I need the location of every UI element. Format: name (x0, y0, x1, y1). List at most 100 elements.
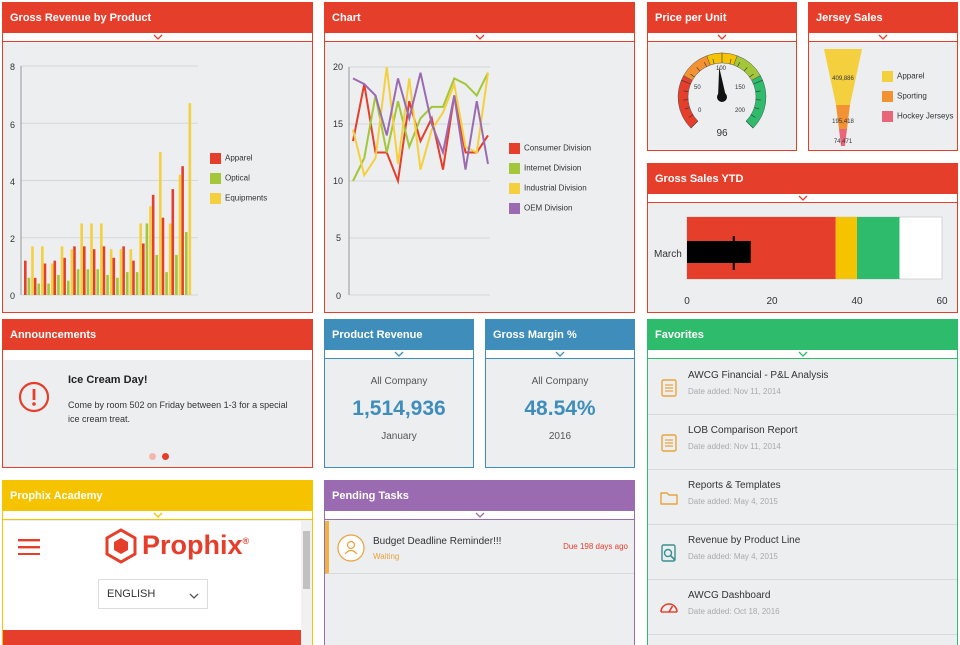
page-banner (3, 630, 301, 645)
y-tick-label: 8 (10, 62, 15, 72)
legend-optical: Optical (210, 173, 250, 184)
bar (70, 249, 74, 295)
bar (116, 277, 119, 295)
y-tick-label: 0 (10, 291, 15, 301)
prophix-logo-text: Prophix® (142, 530, 250, 560)
panel-collapse-toggle[interactable] (325, 33, 634, 42)
carousel-dot[interactable] (149, 453, 156, 460)
favorite-date: Date added: May 4, 2015 (688, 497, 778, 506)
legend-equipments: Equipments (210, 193, 267, 204)
task-status: Waiting (373, 552, 400, 561)
funnel-label: 74,471 (834, 139, 853, 145)
pending-tasks-panel: Pending Tasks Budget Deadline Reminder!!… (324, 480, 635, 645)
legend-industrial: Industrial Division (509, 183, 587, 194)
bar (168, 223, 172, 295)
funnel-segment-hockey (839, 129, 847, 146)
bullet-range (857, 217, 900, 279)
gauge-needle (718, 67, 726, 98)
price-gauge: 0 50 100 150 200 96 (677, 52, 767, 139)
bar (37, 283, 41, 295)
task-item[interactable]: Budget Deadline Reminder!!! Waiting Due … (325, 521, 634, 574)
bar (159, 151, 162, 295)
favorite-item[interactable]: LOB Comparison Report Date added: Nov 11… (648, 415, 957, 470)
y-tick-label: 4 (10, 177, 15, 187)
favorite-item[interactable]: Revenue by Product Line Date added: May … (648, 525, 957, 580)
panel-collapse-toggle[interactable] (486, 350, 634, 359)
bar (86, 269, 90, 295)
kpi-value: 1,514,936 (352, 397, 446, 420)
favorite-item[interactable]: Reports & Templates Date added: May 4, 2… (648, 470, 957, 525)
carousel-dot-active[interactable] (162, 453, 169, 460)
bar (161, 217, 165, 295)
bar (66, 280, 70, 295)
gauge-tick (750, 114, 756, 118)
bar (53, 260, 57, 295)
revenue-bar-chart: 8 6 4 2 0 (10, 62, 198, 301)
gauge-tick (737, 62, 740, 67)
bar (57, 274, 60, 295)
analysis-icon (661, 544, 676, 562)
panel-collapse-toggle[interactable] (648, 33, 796, 42)
panel-collapse-toggle[interactable] (325, 350, 473, 359)
kpi-scope: All Company (531, 376, 589, 387)
gauge-tick (690, 120, 699, 129)
panel-title: Announcements (3, 320, 312, 350)
favorite-title: LOB Comparison Report (688, 425, 798, 436)
bar (83, 246, 86, 295)
language-select[interactable]: ENGLISH (98, 579, 208, 609)
bar (122, 246, 125, 295)
panel-collapse-toggle[interactable] (809, 33, 957, 42)
x-tick-label: 20 (766, 296, 778, 307)
task-due: Due 198 days ago (563, 542, 628, 551)
favorite-date: Date added: May 4, 2015 (688, 552, 778, 561)
bar (132, 260, 135, 295)
gauge-tick-label: 50 (694, 85, 701, 91)
bar (33, 277, 37, 295)
gauge-tick (712, 59, 715, 65)
category-label: March (654, 249, 682, 260)
favorite-item[interactable]: AWCG Dashboard Date added: Oct 18, 2016 (648, 580, 957, 635)
funnel-segment-sporting (836, 105, 850, 129)
bar (27, 277, 31, 295)
y-tick-label: 2 (10, 234, 15, 244)
bar (145, 223, 149, 295)
scrollbar-thumb[interactable] (303, 531, 310, 589)
gauge-tick-label: 100 (716, 66, 727, 72)
chevron-down-icon (717, 34, 727, 40)
panel-collapse-toggle[interactable] (3, 33, 312, 42)
scrollbar[interactable] (301, 521, 312, 645)
panel-collapse-toggle[interactable] (648, 194, 957, 203)
bar (119, 249, 123, 295)
gauge-tick (696, 67, 701, 72)
favorite-title: AWCG Dashboard (688, 590, 771, 601)
bar (90, 223, 93, 295)
report-icon (661, 434, 677, 452)
y-tick-label: 15 (333, 119, 343, 129)
panel-title: Chart (325, 3, 634, 33)
gauge-tick-label: 200 (735, 108, 746, 114)
gauge-tick (745, 120, 754, 129)
bullet-value-bar (687, 241, 751, 263)
kpi-period: January (381, 431, 417, 442)
kpi-scope: All Company (370, 376, 428, 387)
legend-apparel: Apparel (210, 153, 253, 164)
bar (171, 189, 175, 295)
favorite-item[interactable]: AWCG Financial - P&L Analysis Date added… (648, 360, 957, 415)
gross-revenue-panel: Gross Revenue by Product 8 6 4 2 0 Appar… (2, 2, 313, 313)
academy-panel: Prophix Academy Prophix® ENGLISH (2, 480, 313, 645)
product-revenue-panel: Product Revenue All Company 1,514,936 Ja… (324, 319, 474, 468)
gauge-tick (755, 90, 761, 92)
panel-collapse-toggle[interactable] (3, 511, 312, 520)
y-tick-label: 10 (333, 176, 343, 186)
gauge-band (677, 75, 699, 129)
hamburger-menu-icon[interactable] (18, 539, 40, 555)
panel-collapse-toggle[interactable] (648, 350, 957, 359)
gauge-tick (704, 62, 707, 67)
favorite-title: Revenue by Product Line (688, 535, 801, 546)
gauge-tick-label: 150 (735, 85, 746, 91)
funnel-label: 409,886 (832, 76, 854, 82)
panel-collapse-toggle[interactable] (325, 511, 634, 520)
legend-oem: OEM Division (509, 203, 572, 214)
bar (96, 269, 100, 295)
bar (175, 254, 178, 295)
